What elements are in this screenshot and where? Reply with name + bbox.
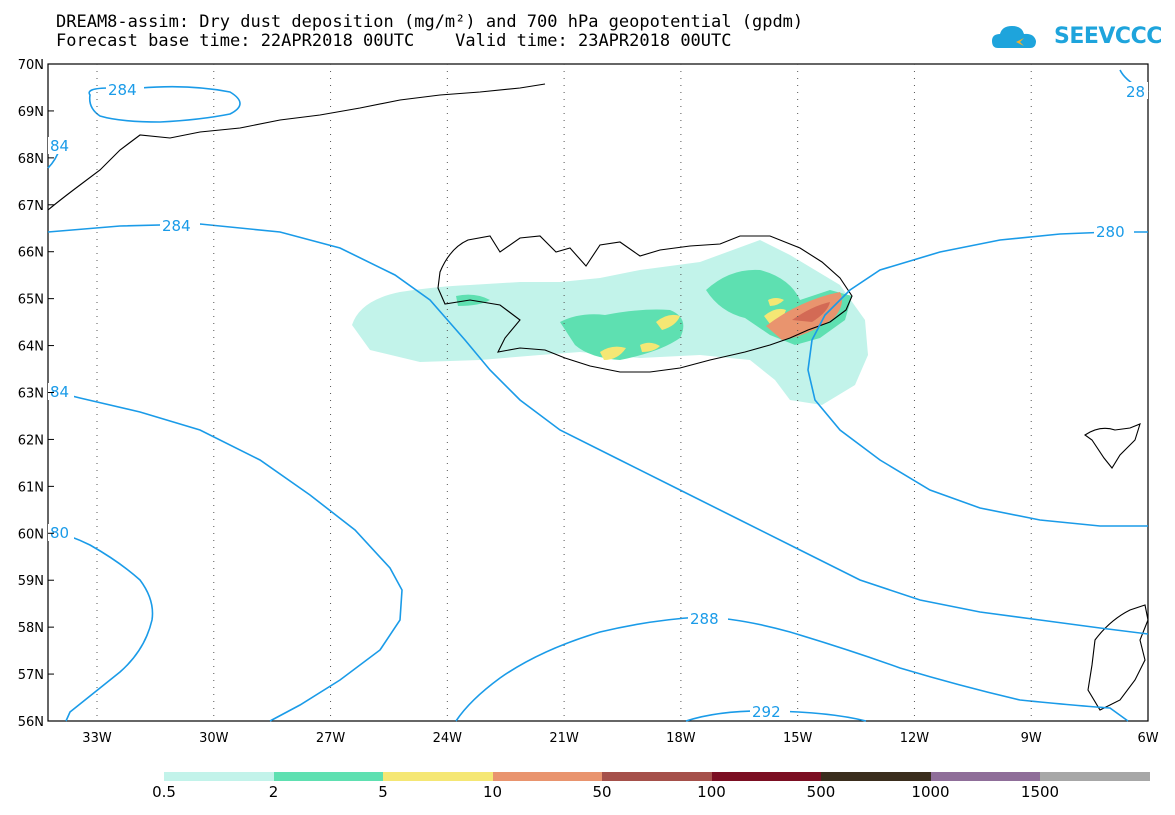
graticule	[48, 64, 1032, 721]
contour-label: 84	[50, 137, 69, 155]
legend-label: 500	[806, 783, 836, 801]
contour-label: 284	[108, 81, 137, 99]
legend-swatch	[164, 772, 274, 781]
longitude-label: 12W	[900, 731, 930, 746]
longitude-label: 15W	[783, 731, 813, 746]
latitude-label: 68N	[18, 152, 44, 167]
legend-swatch	[1040, 772, 1150, 781]
latitude-label: 67N	[18, 199, 44, 214]
legend-label: 0.5	[152, 783, 176, 801]
time-info: Forecast base time: 22APR2018 00UTC Vali…	[56, 31, 732, 51]
legend-label: 5	[378, 783, 388, 801]
geopotential-contours	[47, 69, 1149, 722]
longitude-label: 27W	[316, 731, 346, 746]
legend-label: 50	[592, 783, 612, 801]
cloud-icon	[992, 26, 1036, 48]
legend-label: 100	[697, 783, 726, 801]
map-title: DREAM8-assim: Dry dust deposition (mg/m²…	[56, 12, 804, 32]
legend-label: 1500	[1020, 783, 1060, 801]
legend-label: 2	[268, 783, 279, 801]
latitude-label: 65N	[18, 293, 44, 308]
contour-label: 292	[752, 703, 781, 721]
longitude-label: 24W	[433, 731, 463, 746]
latitude-label: 64N	[18, 340, 44, 355]
contour-labels: 284 84 28 284 280 84 80 288 292	[48, 81, 1148, 721]
latitude-label: 62N	[18, 433, 44, 448]
longitude-label: 6W	[1137, 731, 1158, 746]
plot-frame	[47, 63, 1149, 722]
legend-label: 10	[482, 783, 503, 801]
contour-label: 284	[162, 217, 191, 235]
latitude-label: 60N	[18, 527, 44, 542]
legend-swatch	[492, 772, 603, 781]
latitude-label: 58N	[18, 621, 44, 636]
longitude-label: 30W	[199, 731, 229, 746]
latitude-label: 66N	[18, 246, 44, 261]
latitude-label: 70N	[18, 58, 44, 73]
latitude-label: 69N	[18, 105, 44, 120]
legend-swatch	[821, 772, 931, 781]
contour-label: 80	[50, 524, 69, 542]
legend-swatch	[273, 772, 384, 781]
latitude-label: 61N	[18, 480, 44, 495]
legend-swatch	[383, 772, 493, 781]
longitude-labels: 33W 30W 27W 24W 21W 18W 15W 12W 9W 6W	[82, 731, 1158, 746]
logo-text: SEEVCCC	[1054, 24, 1162, 49]
latitude-label: 59N	[18, 574, 44, 589]
legend-swatch	[930, 772, 1041, 781]
longitude-label: 9W	[1021, 731, 1042, 746]
longitude-label: 21W	[549, 731, 579, 746]
latitude-label: 56N	[18, 715, 44, 730]
latitude-label: 63N	[18, 387, 44, 402]
legend-label: 1000	[911, 783, 950, 801]
legend-swatch	[711, 772, 822, 781]
contour-label: 280	[1096, 223, 1125, 241]
legend-swatch	[602, 772, 712, 781]
longitude-label: 33W	[82, 731, 112, 746]
longitude-label: 18W	[666, 731, 696, 746]
latitude-label: 57N	[18, 668, 44, 683]
dust-deposition-shading	[352, 240, 868, 405]
contour-label: 288	[690, 610, 719, 628]
contour-label: 28	[1126, 83, 1145, 101]
contour-label: 84	[50, 383, 69, 401]
latitude-labels: 70N 69N 68N 67N 66N 65N 64N 63N 62N 61N 60N 59N 58N 5…	[18, 58, 44, 730]
